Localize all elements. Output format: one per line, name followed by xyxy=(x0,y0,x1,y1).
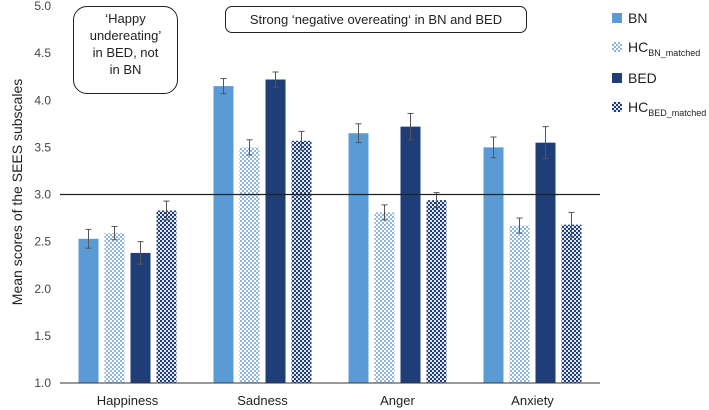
x-category-label: Anxiety xyxy=(511,393,554,408)
bar-sadness-series-0 xyxy=(213,86,234,384)
legend-swatch xyxy=(612,73,622,83)
bar-anger-series-0 xyxy=(348,133,369,383)
bar-sadness-series-3 xyxy=(291,140,312,383)
x-category-label: Sadness xyxy=(237,393,288,408)
bar-anger-series-1 xyxy=(374,212,395,383)
bar-happiness-series-1 xyxy=(104,233,125,383)
legend-label: HCBN_matched xyxy=(628,39,700,58)
x-category-label: Anger xyxy=(380,393,415,408)
y-tick-label: 3.5 xyxy=(34,140,51,154)
y-axis-label: Mean scores of the SEES subscales xyxy=(9,79,25,305)
bar-anxiety-series-1 xyxy=(509,225,530,383)
legend-label: BED xyxy=(628,70,657,86)
bar-happiness-series-0 xyxy=(78,238,99,383)
bar-happiness-series-2 xyxy=(130,252,151,383)
x-category-label: Happiness xyxy=(97,393,159,408)
bar-anxiety-series-0 xyxy=(483,147,504,383)
y-tick-label: 2.5 xyxy=(34,235,51,249)
bar-anxiety-series-3 xyxy=(561,224,582,383)
y-tick-label: 2.0 xyxy=(34,282,51,296)
legend-swatch xyxy=(612,42,622,52)
legend-swatch xyxy=(612,13,622,23)
bar-anxiety-series-2 xyxy=(535,142,556,383)
bar-anger-series-3 xyxy=(426,200,447,383)
y-tick-label: 1.5 xyxy=(34,329,51,343)
bar-anger-series-2 xyxy=(400,126,421,383)
annotation-negative-overeating: Strong ‘negative overeating‘ in BN and B… xyxy=(225,6,527,33)
legend-label: BN xyxy=(628,10,647,26)
y-tick-label: 4.0 xyxy=(34,93,51,107)
y-tick-label: 5.0 xyxy=(34,0,51,13)
legend-label: HCBED_matched xyxy=(628,99,706,118)
y-tick-label: 1.0 xyxy=(34,376,51,390)
y-tick-label: 3.0 xyxy=(34,188,51,202)
legend-swatch xyxy=(612,102,622,112)
annotation-happy-undereating: ‘Happy undereating’ in BED, not in BN xyxy=(73,6,178,94)
bar-sadness-series-1 xyxy=(239,147,260,383)
y-tick-label: 4.5 xyxy=(34,46,51,60)
bar-sadness-series-2 xyxy=(265,79,286,383)
bar-happiness-series-3 xyxy=(156,210,177,383)
